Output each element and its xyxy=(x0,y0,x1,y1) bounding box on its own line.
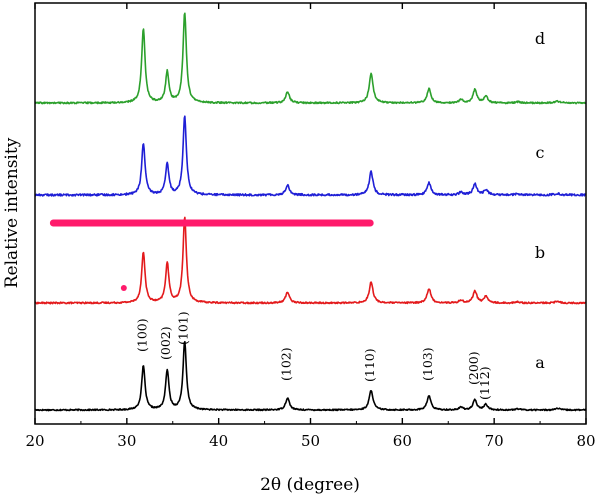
series-label-b: b xyxy=(535,243,545,262)
annotation-layer xyxy=(49,219,374,291)
peak-label: (100) xyxy=(134,318,149,352)
x-tick-label: 60 xyxy=(393,432,412,450)
series-line-c xyxy=(34,115,587,197)
series-line-a xyxy=(34,340,587,412)
label-layer: a b c d (100) (002) (101) (102) (110) (103) (200)(… xyxy=(134,29,545,400)
series-label-a: a xyxy=(535,353,545,372)
peak-label: (002) xyxy=(158,326,173,360)
x-tick-label: 70 xyxy=(485,432,504,450)
x-tick-label: 20 xyxy=(25,432,44,450)
peak-label: (101) xyxy=(176,311,191,345)
tick-layer: 20 30 40 50 60 70 80 xyxy=(25,3,596,450)
x-tick-label: 30 xyxy=(117,432,136,450)
peak-label: (102) xyxy=(279,347,294,381)
x-axis-title: 2θ (degree) xyxy=(260,475,360,495)
peak-label: (200) xyxy=(466,351,481,385)
highlight-dot xyxy=(120,285,127,291)
peak-label: (103) xyxy=(420,347,435,381)
x-tick-label: 80 xyxy=(576,432,595,450)
series-line-b xyxy=(34,216,587,305)
series-layer xyxy=(34,12,587,412)
x-tick-label: 50 xyxy=(301,432,320,450)
peak-label: (112) xyxy=(477,366,492,400)
series-label-c: c xyxy=(536,143,545,162)
series-label-d: d xyxy=(535,29,545,48)
plot-frame xyxy=(34,2,587,425)
y-axis-title: Relative intensity xyxy=(2,137,22,288)
series-line-d xyxy=(34,12,587,105)
x-tick-label: 40 xyxy=(209,432,228,450)
peak-label: (110) xyxy=(362,348,377,382)
